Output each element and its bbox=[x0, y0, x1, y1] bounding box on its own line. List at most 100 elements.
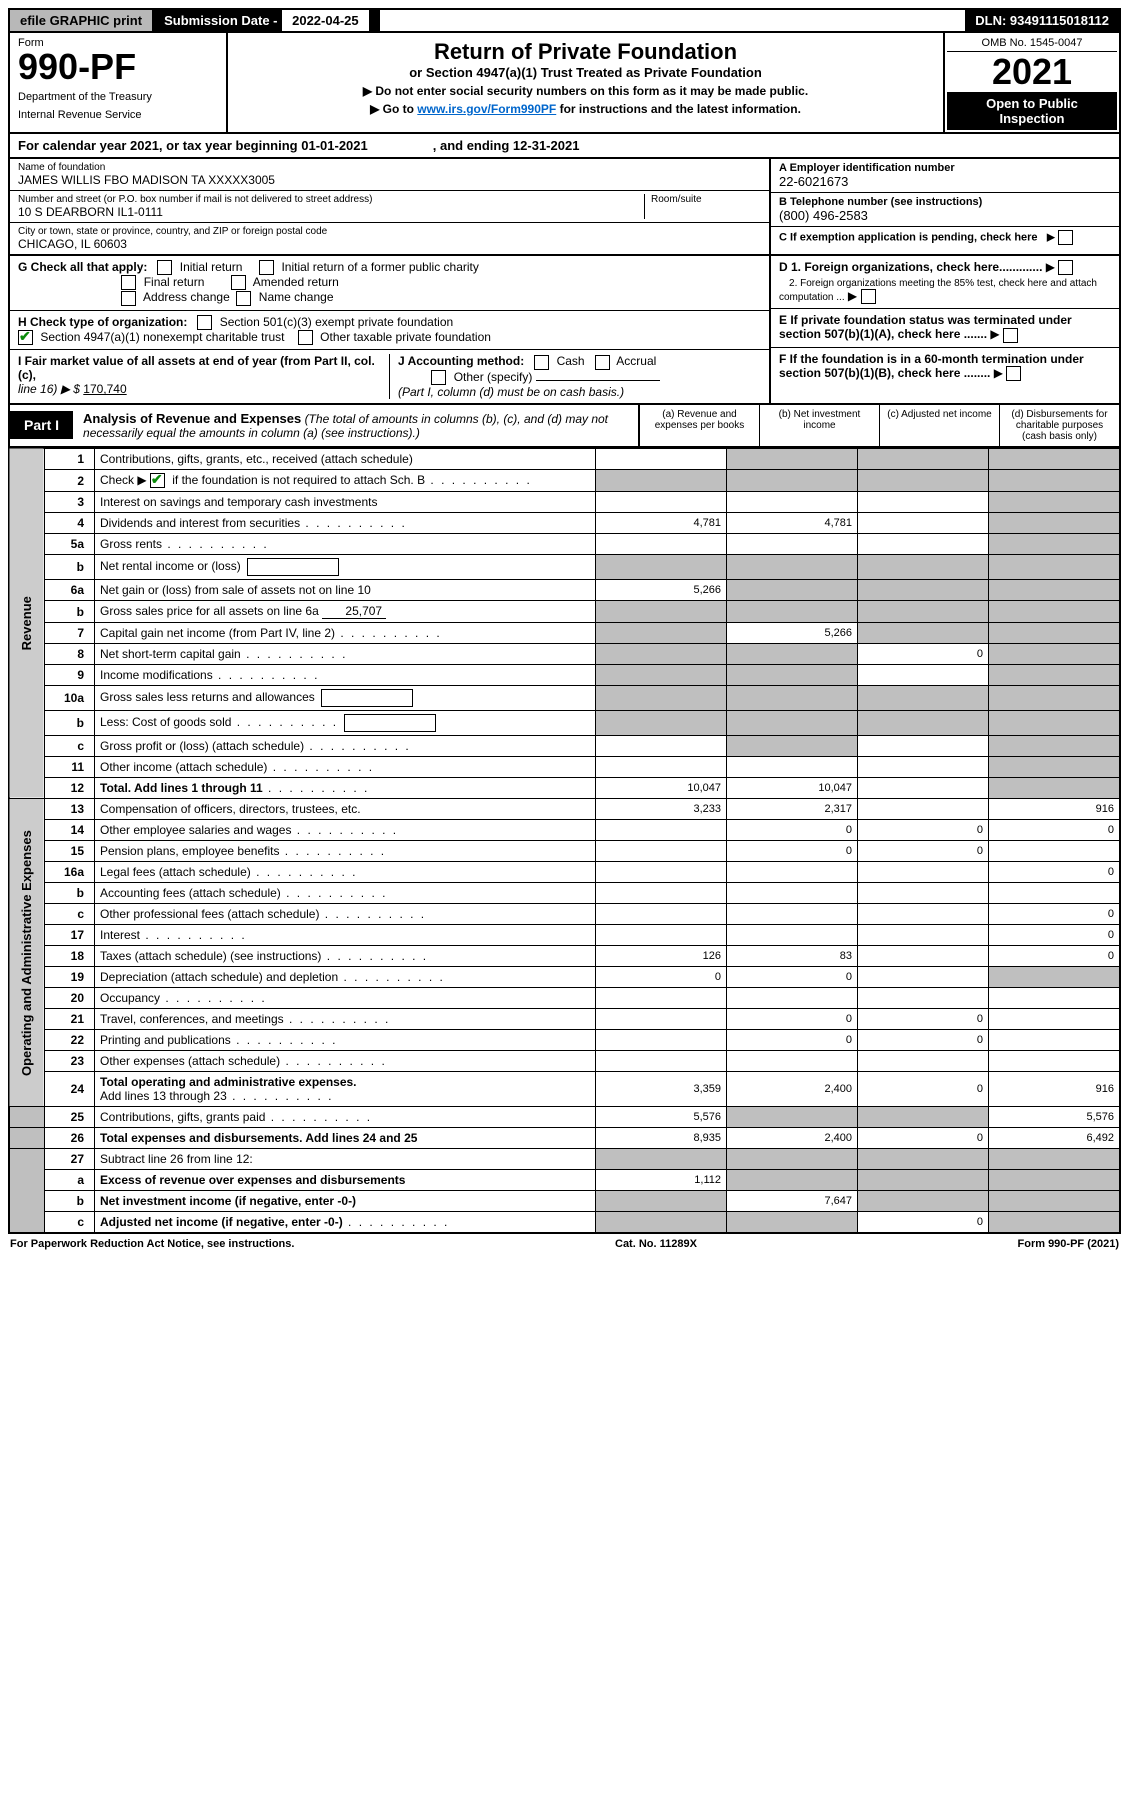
r25-txt: Contributions, gifts, grants paid bbox=[100, 1110, 265, 1124]
r8-d bbox=[989, 644, 1121, 665]
main-table: Revenue 1 Contributions, gifts, grants, … bbox=[8, 448, 1121, 1234]
addr-value: 10 S DEARBORN IL1-0111 bbox=[18, 205, 644, 219]
r16b-d bbox=[989, 883, 1121, 904]
r3-b bbox=[727, 492, 858, 513]
r23-c bbox=[858, 1051, 989, 1072]
g-initial-cb[interactable] bbox=[157, 260, 172, 275]
table-row: 23 Other expenses (attach schedule) bbox=[9, 1051, 1120, 1072]
open-public-1: Open to Public bbox=[951, 96, 1113, 111]
r2-b bbox=[727, 469, 858, 491]
efile-pill[interactable]: efile GRAPHIC print bbox=[10, 10, 154, 31]
r11-a bbox=[596, 757, 727, 778]
r2-cb[interactable] bbox=[150, 473, 165, 488]
r27a-d bbox=[989, 1170, 1121, 1191]
blank-side bbox=[9, 1149, 45, 1234]
side-opex: Operating and Administrative Expenses bbox=[9, 799, 45, 1107]
r20-c bbox=[858, 988, 989, 1009]
bullet2-post: for instructions and the latest informat… bbox=[556, 102, 801, 116]
r17-b bbox=[727, 925, 858, 946]
yr-begin: 01-01-2021 bbox=[301, 138, 368, 153]
f-row: F If the foundation is in a 60-month ter… bbox=[771, 348, 1119, 385]
submission-label: Submission Date - 2022-04-25 bbox=[154, 10, 380, 31]
r8-b bbox=[727, 644, 858, 665]
ident-left: Name of foundation JAMES WILLIS FBO MADI… bbox=[10, 159, 769, 254]
d2-cb[interactable] bbox=[861, 289, 876, 304]
r10a-d bbox=[989, 686, 1121, 711]
j-cash-cb[interactable] bbox=[534, 355, 549, 370]
r6b-box: 25,707 bbox=[322, 604, 386, 619]
g-addr-cb[interactable] bbox=[121, 291, 136, 306]
r12-txt: Total. Add lines 1 through 11 bbox=[100, 781, 263, 795]
r16c-txt: Other professional fees (attach schedule… bbox=[100, 907, 319, 921]
r8-txt: Net short-term capital gain bbox=[100, 647, 241, 661]
table-row: b Gross sales price for all assets on li… bbox=[9, 601, 1120, 623]
h-501c3-cb[interactable] bbox=[197, 315, 212, 330]
r26-b: 2,400 bbox=[727, 1128, 858, 1149]
r8-a bbox=[596, 644, 727, 665]
r6b-b bbox=[727, 601, 858, 623]
table-row: 19 Depreciation (attach schedule) and de… bbox=[9, 967, 1120, 988]
r3-c bbox=[858, 492, 989, 513]
g-name-cb[interactable] bbox=[236, 291, 251, 306]
checks-right: D 1. Foreign organizations, check here..… bbox=[769, 256, 1119, 403]
r18-d: 0 bbox=[989, 946, 1121, 967]
r18-num: 18 bbox=[45, 946, 95, 967]
r21-c: 0 bbox=[858, 1009, 989, 1030]
r16a-b bbox=[727, 862, 858, 883]
h-other-cb[interactable] bbox=[298, 330, 313, 345]
r27-d bbox=[989, 1149, 1121, 1170]
f-label: F If the foundation is in a 60-month ter… bbox=[779, 352, 1084, 380]
table-row: 24 Total operating and administrative ex… bbox=[9, 1072, 1120, 1107]
r5a-d bbox=[989, 534, 1121, 555]
d1-cb[interactable] bbox=[1058, 260, 1073, 275]
checks-block: G Check all that apply: Initial return I… bbox=[8, 256, 1121, 405]
r10c-txt: Gross profit or (loss) (attach schedule) bbox=[100, 739, 304, 753]
r15-desc: Pension plans, employee benefits bbox=[95, 841, 596, 862]
j-other-cb[interactable] bbox=[431, 370, 446, 385]
r26-txt: Total expenses and disbursements. Add li… bbox=[100, 1131, 417, 1145]
r10b-box bbox=[344, 714, 436, 732]
j-label: J Accounting method: bbox=[398, 354, 524, 368]
r17-desc: Interest bbox=[95, 925, 596, 946]
r5a-txt: Gross rents bbox=[100, 537, 162, 551]
ij-row: I Fair market value of all assets at end… bbox=[10, 350, 769, 403]
r27b-b: 7,647 bbox=[727, 1191, 858, 1212]
footer-mid: Cat. No. 11289X bbox=[615, 1238, 697, 1250]
form-link[interactable]: www.irs.gov/Form990PF bbox=[417, 102, 556, 116]
form-bullet-1: ▶ Do not enter social security numbers o… bbox=[234, 84, 937, 98]
r27c-b bbox=[727, 1212, 858, 1234]
dln-label: DLN: bbox=[975, 13, 1010, 28]
r8-desc: Net short-term capital gain bbox=[95, 644, 596, 665]
g-initial: Initial return bbox=[180, 260, 243, 274]
j-accrual-cb[interactable] bbox=[595, 355, 610, 370]
r16b-a bbox=[596, 883, 727, 904]
g-initialformer-cb[interactable] bbox=[259, 260, 274, 275]
omb: OMB No. 1545-0047 bbox=[947, 35, 1117, 52]
h-4947-cb[interactable] bbox=[18, 330, 33, 345]
phone-label: B Telephone number (see instructions) bbox=[779, 196, 982, 208]
r12-b: 10,047 bbox=[727, 778, 858, 799]
c-checkbox[interactable] bbox=[1058, 230, 1073, 245]
r4-desc: Dividends and interest from securities bbox=[95, 513, 596, 534]
r22-d bbox=[989, 1030, 1121, 1051]
table-row: 2 Check ▶ if the foundation is not requi… bbox=[9, 469, 1120, 491]
r10b-b bbox=[727, 711, 858, 736]
r11-d bbox=[989, 757, 1121, 778]
e-cb[interactable] bbox=[1003, 328, 1018, 343]
r10b-c bbox=[858, 711, 989, 736]
table-row: Revenue 1 Contributions, gifts, grants, … bbox=[9, 448, 1120, 469]
g-amended-cb[interactable] bbox=[231, 275, 246, 290]
r24-b: 2,400 bbox=[727, 1072, 858, 1107]
r1-b bbox=[727, 448, 858, 469]
table-row: b Net rental income or (loss) bbox=[9, 555, 1120, 580]
dln: DLN: 93491115018112 bbox=[965, 10, 1119, 31]
r13-c bbox=[858, 799, 989, 820]
g-final-cb[interactable] bbox=[121, 275, 136, 290]
r16c-d: 0 bbox=[989, 904, 1121, 925]
form-number: 990-PF bbox=[18, 49, 218, 85]
table-row: b Net investment income (if negative, en… bbox=[9, 1191, 1120, 1212]
f-cb[interactable] bbox=[1006, 366, 1021, 381]
r23-txt: Other expenses (attach schedule) bbox=[100, 1054, 280, 1068]
table-row: c Gross profit or (loss) (attach schedul… bbox=[9, 736, 1120, 757]
r6b-desc: Gross sales price for all assets on line… bbox=[95, 601, 596, 623]
